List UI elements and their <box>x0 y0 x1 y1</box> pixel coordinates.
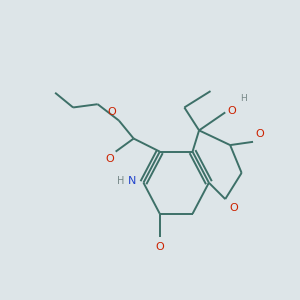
Text: O: O <box>229 203 238 213</box>
Text: O: O <box>155 242 164 252</box>
Text: H: H <box>240 94 247 103</box>
Text: O: O <box>105 154 114 164</box>
Text: O: O <box>228 106 237 116</box>
Text: H: H <box>117 176 124 186</box>
Text: N: N <box>128 176 136 186</box>
Text: O: O <box>108 107 116 117</box>
Text: O: O <box>256 129 264 139</box>
